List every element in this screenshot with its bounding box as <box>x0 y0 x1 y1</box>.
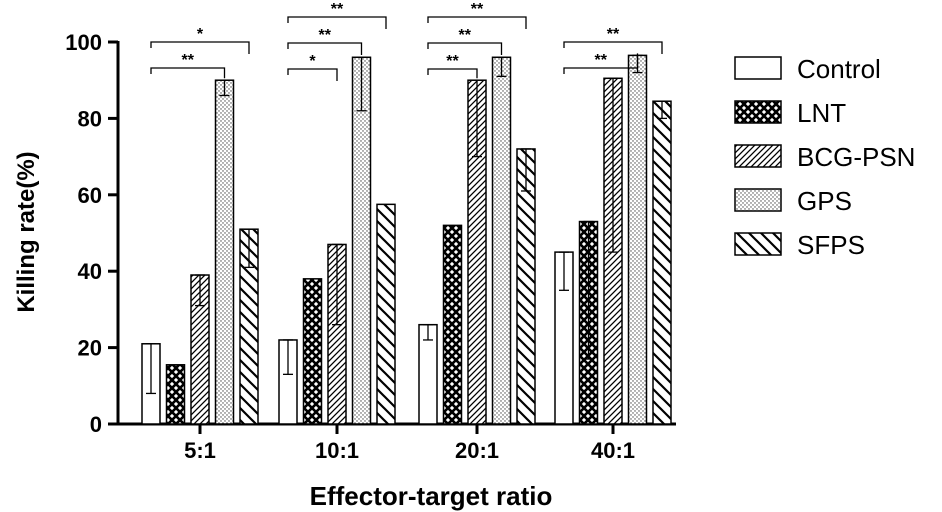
y-tick-label: 40 <box>78 259 102 284</box>
significance-label: * <box>197 26 204 43</box>
legend-swatch <box>734 188 782 212</box>
significance-bracket <box>150 67 226 79</box>
bar <box>376 203 396 425</box>
legend-label: SFPS <box>797 230 865 260</box>
bar <box>652 100 672 425</box>
x-tick-label: 10:1 <box>315 438 359 463</box>
x-tick-label: 40:1 <box>591 438 635 463</box>
significance-label: ** <box>595 52 608 69</box>
significance-bracket <box>287 16 387 29</box>
significance-bracket <box>287 42 363 55</box>
significance-bracket <box>427 68 478 79</box>
y-axis-label: Killing rate(%) <box>13 151 40 312</box>
x-tick-label: 20:1 <box>455 438 499 463</box>
legend-swatch <box>734 56 782 80</box>
bar <box>165 364 186 425</box>
y-tick-label: 0 <box>90 412 102 437</box>
significance-label: ** <box>607 26 620 43</box>
y-tick-label: 20 <box>78 336 102 361</box>
legend: Control LNT BCG-PSN GPS SFPS <box>734 54 915 260</box>
bar <box>627 54 648 425</box>
legend-label: Control <box>797 54 881 84</box>
significance-label: ** <box>331 1 344 18</box>
significance-bracket <box>563 41 663 54</box>
significance-label: ** <box>459 27 472 44</box>
significance-bracket <box>427 42 503 55</box>
y-tick-label: 100 <box>65 30 102 55</box>
axes: 0 20 40 60 80 100 5:1 10:1 20:1 40:1 <box>65 30 676 463</box>
significance-label: ** <box>446 53 459 70</box>
significance-label: ** <box>471 1 484 18</box>
bar <box>302 278 323 425</box>
bar <box>214 79 235 425</box>
legend-swatch <box>734 100 782 124</box>
x-axis-label: Effector-target ratio <box>310 481 553 511</box>
significance-label: * <box>309 53 316 70</box>
significance-bracket <box>150 41 250 54</box>
significance-bracket <box>287 68 338 81</box>
legend-label: GPS <box>797 186 852 216</box>
bar <box>491 56 512 425</box>
bar <box>351 56 372 425</box>
significance-label: ** <box>319 27 332 44</box>
significance-brackets: ****************** <box>150 1 663 81</box>
legend-swatch <box>734 232 782 256</box>
y-tick-label: 80 <box>78 106 102 131</box>
significance-bracket <box>563 53 639 74</box>
significance-label: ** <box>182 52 195 69</box>
legend-label: LNT <box>797 98 846 128</box>
legend-swatch <box>734 144 782 168</box>
legend-label: BCG-PSN <box>797 142 915 172</box>
x-tick-label: 5:1 <box>184 438 216 463</box>
significance-bracket <box>427 16 527 29</box>
y-tick-label: 60 <box>78 183 102 208</box>
bar <box>442 224 463 425</box>
bars <box>141 54 672 425</box>
